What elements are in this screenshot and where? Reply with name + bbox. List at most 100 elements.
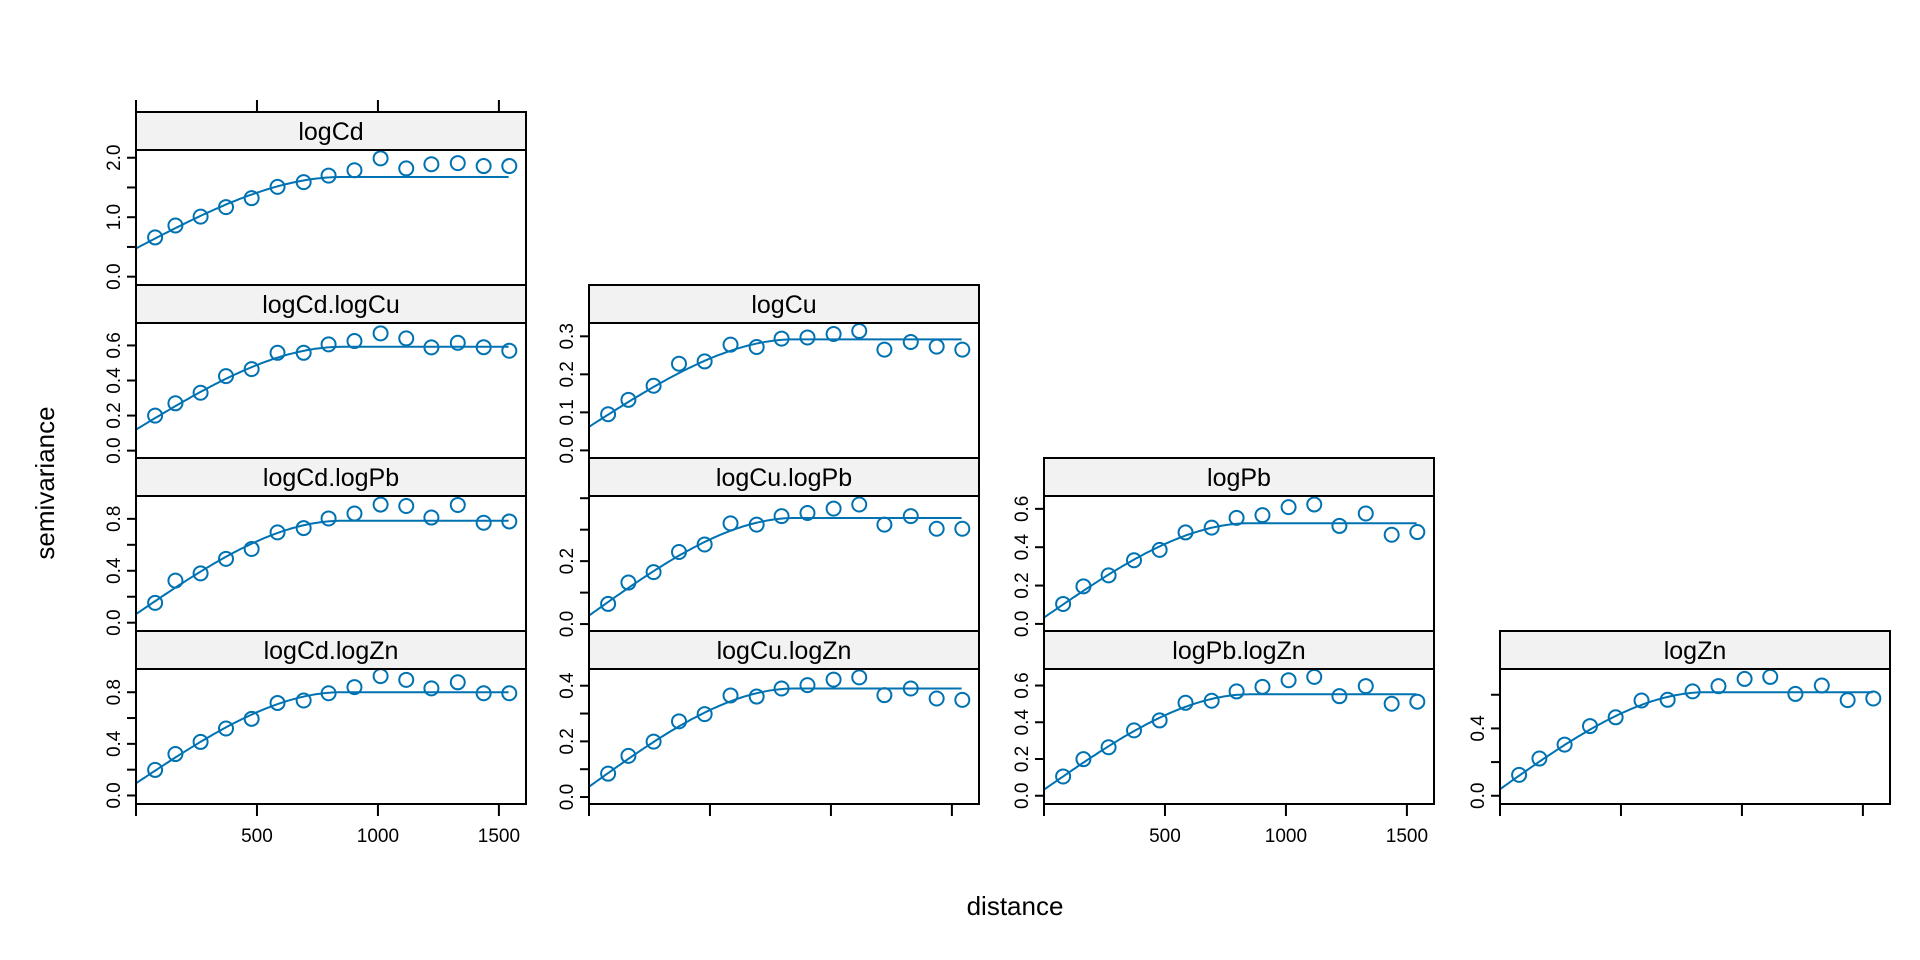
data-point [851, 322, 868, 339]
data-point [954, 520, 971, 537]
panel-frame [1043, 495, 1435, 632]
data-point [1531, 750, 1548, 767]
data-point [1254, 507, 1271, 524]
data-point [1659, 691, 1676, 708]
data-point [398, 160, 415, 177]
data-point [1254, 678, 1271, 695]
data-point [192, 208, 209, 225]
strip-label: logZn [1664, 637, 1727, 665]
data-point [928, 520, 945, 537]
panel-frame [588, 668, 980, 805]
panel-logCd: logCd 0.0 1.0 2.0 [104, 100, 527, 290]
data-point [1813, 677, 1830, 694]
data-point [1839, 692, 1856, 709]
data-point [1762, 668, 1779, 685]
x-tick-label: 500 [241, 826, 273, 847]
x-tick-label: 1500 [478, 826, 520, 847]
y-tick-label: 0.4 [104, 730, 125, 757]
data-point [773, 330, 790, 347]
data-point [722, 336, 739, 353]
y-tick-label: 0.6 [1012, 672, 1033, 698]
data-point [449, 674, 466, 691]
data-point [243, 710, 260, 727]
data-point [501, 158, 518, 175]
data-point [449, 334, 466, 351]
panel-logCd-logCu: logCd.logCu 0.0 0.2 0.4 0.6 [104, 284, 527, 464]
data-point [1203, 692, 1220, 709]
data-point [1126, 722, 1142, 739]
data-point [1684, 683, 1701, 700]
y-tick-label: 0.0 [104, 437, 125, 463]
data-point [1357, 505, 1374, 522]
data-point [192, 565, 209, 582]
data-point [1203, 519, 1220, 536]
y-tick-label: 0.2 [557, 728, 578, 754]
model-line [136, 691, 509, 785]
panel-logCu: logCu 0.0 0.1 0.2 0.3 [557, 284, 980, 464]
strip-label: logCu [751, 291, 816, 319]
data-point [501, 685, 518, 702]
data-point [825, 326, 842, 343]
model-line [1044, 693, 1417, 791]
data-point [902, 508, 919, 525]
data-point [954, 691, 971, 708]
strip [135, 457, 527, 497]
data-point [600, 765, 617, 782]
data-point [620, 574, 637, 591]
y-tick-label: 2.0 [104, 145, 125, 171]
data-point [192, 384, 209, 401]
data-point [696, 353, 713, 370]
model-line [136, 176, 509, 250]
y-tick-label: 0.6 [1012, 496, 1033, 522]
model-line [589, 687, 962, 788]
data-point [773, 680, 790, 697]
data-point [1511, 766, 1528, 783]
data-point [748, 338, 765, 355]
data-point [398, 671, 415, 688]
strip [588, 284, 980, 324]
data-point [295, 344, 312, 361]
data-point [269, 344, 286, 361]
panel-frame [135, 668, 527, 805]
y-axis-title: semivariance [30, 406, 60, 559]
data-point [423, 339, 440, 356]
data-point [1556, 736, 1573, 753]
data-point [1151, 712, 1168, 729]
data-point [398, 330, 415, 347]
y-tick-label: 0.1 [557, 399, 578, 425]
data-point [773, 508, 790, 525]
data-point [799, 329, 816, 346]
data-point [1633, 692, 1650, 709]
strip [588, 457, 980, 497]
data-point [398, 497, 415, 514]
data-point [192, 733, 209, 750]
data-point [167, 572, 184, 589]
data-point [620, 391, 637, 408]
data-point [372, 668, 389, 685]
y-tick-label: 0.0 [1468, 783, 1489, 809]
panels: logCd0.01.02.0logCd.logCu0.00.20.40.6log… [104, 100, 1891, 847]
y-tick-label: 0.8 [104, 506, 125, 532]
data-point [449, 155, 466, 172]
strip [1499, 630, 1891, 670]
strip-label: logPb [1207, 464, 1271, 492]
model-line [136, 519, 509, 615]
model-line [136, 345, 509, 431]
data-point [645, 733, 662, 750]
data-point [346, 162, 363, 179]
data-point [167, 746, 184, 763]
data-point [320, 336, 337, 353]
data-point [671, 544, 687, 561]
y-tick-label: 0.0 [104, 263, 125, 289]
data-point [825, 500, 842, 517]
data-point [1100, 739, 1117, 756]
data-point [269, 178, 286, 195]
data-point [1607, 709, 1624, 726]
strip-label: logPb.logZn [1172, 637, 1305, 665]
data-point [1075, 578, 1092, 595]
data-point [218, 199, 234, 216]
data-point [167, 217, 184, 234]
data-point [954, 341, 971, 358]
data-point [1331, 688, 1348, 705]
